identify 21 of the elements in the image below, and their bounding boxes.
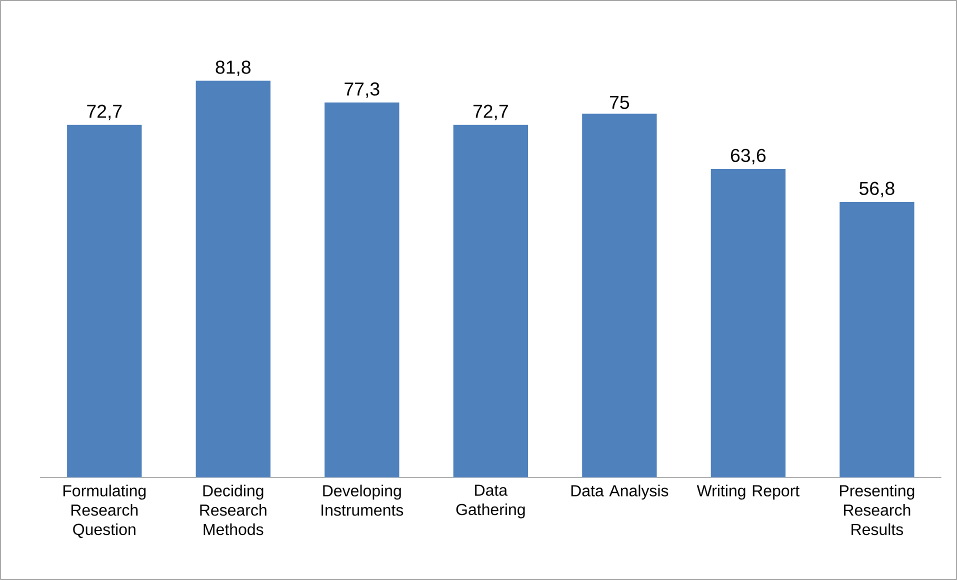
bar — [67, 124, 142, 478]
data-label: 75 — [610, 96, 630, 109]
x-tick-label: Data Gathering — [456, 484, 525, 518]
data-label: 77,3 — [344, 82, 380, 98]
data-label: 72,7 — [87, 104, 122, 120]
x-tick-label: Developing Instruments — [322, 484, 404, 516]
data-label: 63,6 — [730, 148, 766, 164]
x-tick-label: Presenting Research Results — [840, 484, 914, 536]
bar — [196, 80, 270, 478]
bar — [453, 124, 528, 478]
data-label: 81,8 — [216, 60, 251, 76]
x-tick-label: Writing Report — [696, 484, 800, 500]
x-tick-label: Data Analysis — [571, 484, 668, 500]
data-label: 56,8 — [860, 182, 894, 198]
bar — [710, 168, 786, 478]
bar — [324, 102, 400, 478]
bar — [582, 114, 657, 478]
x-tick-label: Deciding Research Methods — [200, 484, 266, 536]
data-label: 72,7 — [473, 104, 508, 120]
x-tick-label: Formulating Research Question — [63, 484, 146, 538]
bar — [840, 202, 914, 478]
